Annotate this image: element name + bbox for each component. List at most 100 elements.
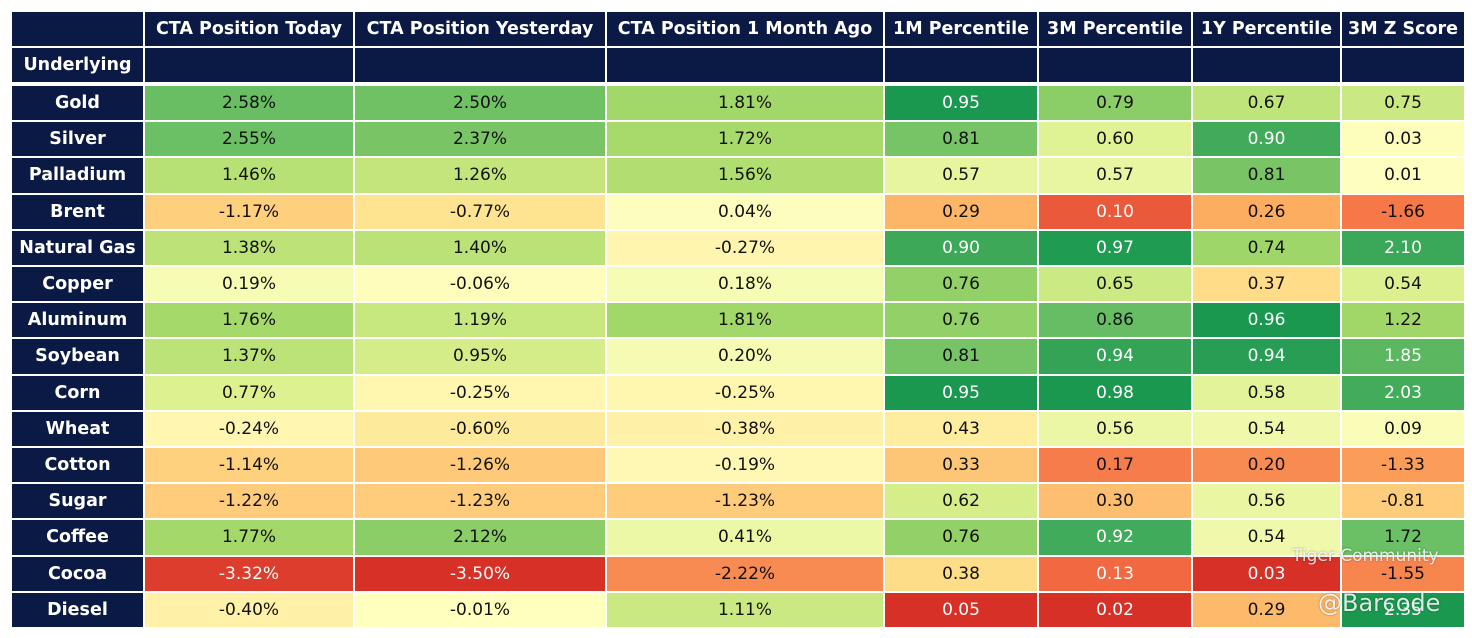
header-cell — [355, 48, 605, 82]
cell: 0.05 — [885, 592, 1037, 627]
cell: 0.01 — [1342, 158, 1464, 193]
cell: 0.79 — [1039, 86, 1191, 121]
cell: 0.54 — [1193, 520, 1340, 555]
cell: 0.75 — [1342, 86, 1464, 121]
cell: -1.23% — [355, 484, 605, 519]
cell: 0.17 — [1039, 448, 1191, 483]
cell: 0.41% — [607, 520, 883, 555]
cell: -1.33 — [1342, 448, 1464, 483]
header-cell — [12, 12, 143, 46]
cell: 0.09 — [1342, 411, 1464, 446]
row-label: Natural Gas — [12, 230, 143, 265]
cell: -3.32% — [145, 556, 353, 591]
cell: -0.01% — [355, 592, 605, 627]
cell: 0.29 — [885, 194, 1037, 229]
cell: 1.72% — [607, 122, 883, 157]
cell: -0.38% — [607, 411, 883, 446]
cell: 2.50% — [355, 86, 605, 121]
cell: 2.58% — [145, 86, 353, 121]
cell: 0.96 — [1193, 303, 1340, 338]
row-label: Corn — [12, 375, 143, 410]
cell: 0.20% — [607, 339, 883, 374]
cell: -0.25% — [607, 375, 883, 410]
cell: -0.06% — [355, 267, 605, 302]
cell: -1.55 — [1342, 556, 1464, 591]
cell: 0.65 — [1039, 267, 1191, 302]
header-cell — [1039, 48, 1191, 82]
cell: 1.22 — [1342, 303, 1464, 338]
cell: 0.03 — [1342, 122, 1464, 157]
cell: 1.40% — [355, 230, 605, 265]
cell: 2.03 — [1342, 375, 1464, 410]
row-label: Cocoa — [12, 556, 143, 591]
cell: 0.95% — [355, 339, 605, 374]
cell: 1.81% — [607, 303, 883, 338]
cell: 0.77% — [145, 375, 353, 410]
cell: 0.95 — [885, 86, 1037, 121]
header-cell — [145, 48, 353, 82]
column-header: CTA Position Today — [145, 12, 353, 46]
cell: -1.17% — [145, 194, 353, 229]
cell: -0.77% — [355, 194, 605, 229]
row-label: Coffee — [12, 520, 143, 555]
cell: 1.37% — [145, 339, 353, 374]
cell: 0.92 — [1039, 520, 1191, 555]
cell: 0.43 — [885, 411, 1037, 446]
cell: 0.62 — [885, 484, 1037, 519]
cell: 0.20 — [1193, 448, 1340, 483]
cell: -0.60% — [355, 411, 605, 446]
cell: 0.67 — [1193, 86, 1340, 121]
cell: 1.72 — [1342, 520, 1464, 555]
cell: 0.02 — [1039, 592, 1191, 627]
cell: 2.35 — [1342, 592, 1464, 627]
cell: 1.38% — [145, 230, 353, 265]
row-label: Soybean — [12, 339, 143, 374]
cell: 0.94 — [1193, 339, 1340, 374]
cell: 0.97 — [1039, 230, 1191, 265]
cell: 0.86 — [1039, 303, 1191, 338]
column-header: CTA Position 1 Month Ago — [607, 12, 883, 46]
row-label: Copper — [12, 267, 143, 302]
cell: 0.56 — [1039, 411, 1191, 446]
cell: 0.10 — [1039, 194, 1191, 229]
column-header: CTA Position Yesterday — [355, 12, 605, 46]
cell: 0.60 — [1039, 122, 1191, 157]
cell: 1.81% — [607, 86, 883, 121]
cell: 0.95 — [885, 375, 1037, 410]
cell: 1.85 — [1342, 339, 1464, 374]
row-label: Diesel — [12, 592, 143, 627]
cell: -0.27% — [607, 230, 883, 265]
cell: 0.30 — [1039, 484, 1191, 519]
cell: -3.50% — [355, 556, 605, 591]
cell: -1.26% — [355, 448, 605, 483]
cell: 0.94 — [1039, 339, 1191, 374]
cell: 0.74 — [1193, 230, 1340, 265]
cell: 0.58 — [1193, 375, 1340, 410]
header-cell — [885, 48, 1037, 82]
cell: 0.18% — [607, 267, 883, 302]
row-label: Cotton — [12, 448, 143, 483]
cell: -1.66 — [1342, 194, 1464, 229]
cell: 0.90 — [885, 230, 1037, 265]
cell: 0.29 — [1193, 592, 1340, 627]
cell: 0.76 — [885, 303, 1037, 338]
cell: 1.11% — [607, 592, 883, 627]
cell: 0.81 — [1193, 158, 1340, 193]
cell: 0.13 — [1039, 556, 1191, 591]
row-label: Aluminum — [12, 303, 143, 338]
cell: 2.10 — [1342, 230, 1464, 265]
cell: 0.81 — [885, 339, 1037, 374]
column-header: 3M Z Score — [1342, 12, 1464, 46]
header-cell — [1342, 48, 1464, 82]
cell: 2.55% — [145, 122, 353, 157]
cell: 0.04% — [607, 194, 883, 229]
cell: -1.22% — [145, 484, 353, 519]
cell: 0.76 — [885, 520, 1037, 555]
corner-label: Underlying — [12, 48, 143, 82]
cell: 1.19% — [355, 303, 605, 338]
watermark: @Barcode — [1318, 589, 1441, 617]
header-cell — [1193, 48, 1340, 82]
cell: 2.37% — [355, 122, 605, 157]
cell: 0.54 — [1342, 267, 1464, 302]
